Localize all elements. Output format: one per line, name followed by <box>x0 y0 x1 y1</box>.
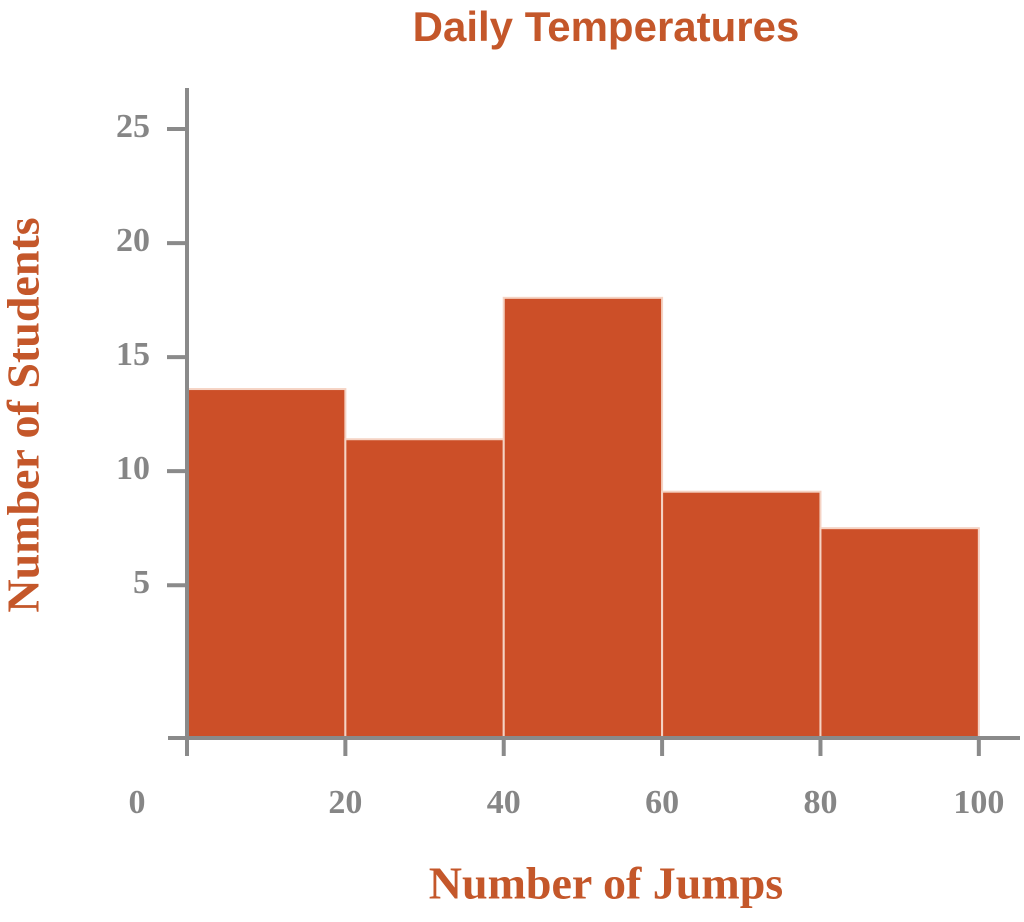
x-axis-title: Number of Jumps <box>429 858 783 909</box>
bar <box>502 296 664 739</box>
x-tick-label: 20 <box>328 784 362 821</box>
bar <box>819 527 980 739</box>
bar <box>661 490 822 739</box>
y-tick-label: 15 <box>116 336 150 373</box>
x-tick-label: 80 <box>803 784 837 821</box>
y-tick-label: 10 <box>116 450 150 487</box>
y-axis-title: Number of Students <box>0 217 49 612</box>
bar <box>186 388 347 739</box>
chart-title: Daily Temperatures <box>413 3 800 50</box>
y-tick-label: 5 <box>133 564 150 601</box>
plot-area: 5 10 15 20 25 0 20 40 60 80 100 <box>116 88 1020 821</box>
x-tick-label: 100 <box>953 784 1004 821</box>
x-tick-label: 60 <box>645 784 679 821</box>
x-tick-label: 40 <box>487 784 521 821</box>
y-tick-label: 20 <box>116 222 150 259</box>
x-tick-label: 0 <box>129 784 146 821</box>
y-tick-label: 25 <box>116 108 150 145</box>
bar <box>344 438 505 739</box>
